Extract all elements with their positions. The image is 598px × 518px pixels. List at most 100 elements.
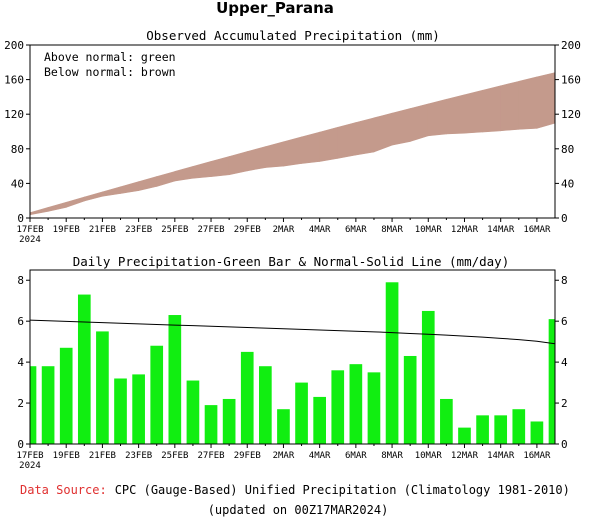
accumulated-area-segment [518,76,538,130]
daily-bar [440,398,453,444]
acc-xtick-label: 16MAR [523,225,551,235]
accumulated-area-segment [156,171,176,187]
acc-xtick-label: 12MAR [451,225,479,235]
daily-bar [186,380,200,444]
daily-bar [548,319,555,444]
acc-xtick-label: 23FEB [125,225,152,235]
daily-x-year: 2024 [19,461,41,471]
acc-ytick-right-label: 200 [561,39,581,52]
daily-bar [313,396,326,444]
daily-frame [29,269,556,445]
accumulated-area-segment [373,112,393,153]
daily-bar [240,351,254,444]
acc-ytick-right-label: 40 [561,177,574,190]
daily-ytick-left-label: 2 [17,397,24,410]
daily-xtick-label: 4MAR [309,451,331,461]
daily-normal-line [29,319,556,345]
accumulated-area-segment [192,161,212,179]
daily-ytick-left-label: 8 [17,274,24,287]
daily-bar [512,409,526,444]
daily-ytick-right-label: 6 [561,315,568,328]
daily-xtick-label: 14MAR [487,451,515,461]
acc-ytick-left-label: 160 [4,74,24,87]
daily-panel: Daily Precipitation-Green Bar & Normal-S… [16,254,568,471]
daily-bar [41,366,55,444]
accumulated-area-segment [464,89,483,134]
accumulated-right-ticks: 0 40 80 120 160 200 [555,39,581,225]
acc-xtick-label: 21FEB [89,225,116,235]
accumulated-area-segment [120,181,139,194]
acc-ytick-right-label: 120 [561,108,581,121]
daily-xtick-label: 25FEB [161,451,188,461]
daily-ytick-left-label: 4 [17,356,24,369]
accumulated-title: Observed Accumulated Precipitation (mm) [146,28,440,43]
acc-ytick-right-label: 160 [561,74,581,87]
acc-xtick-label: 27FEB [197,225,224,235]
daily-bar [458,427,471,444]
acc-ytick-right-label: 80 [561,143,574,156]
accumulated-area-segment [301,131,320,164]
daily-bar [259,366,272,444]
above-normal-note: Above normal: green [44,50,176,64]
daily-bar [530,421,544,444]
acc-xtick-label: 19FEB [53,225,80,235]
daily-bar [204,405,218,444]
accumulated-area-segment [84,191,103,202]
accumulated-area-segment [228,151,248,176]
accumulated-area-segment [319,126,339,162]
daily-bar [403,355,417,444]
accumulated-area-segment [500,80,520,132]
accumulated-area-segment [265,141,284,168]
acc-xtick-label: 2MAR [273,225,295,235]
daily-bar [59,347,73,444]
daily-bar [349,364,363,444]
accumulated-area-segment [29,207,49,216]
accumulated-area-segment [409,103,429,142]
acc-xtick-label: 29FEB [234,225,261,235]
daily-bar [30,366,37,444]
acc-xtick-label: 17FEB [16,225,43,235]
accumulated-area-segment [482,85,501,133]
daily-xtick-label: 10MAR [415,451,443,461]
daily-ytick-right-label: 2 [561,397,568,410]
accumulated-area-segment [65,196,85,208]
acc-xtick-label: 14MAR [487,225,515,235]
accumulated-area-segment [427,98,447,137]
accumulated-area-segment [391,108,411,146]
below-normal-note: Below normal: brown [44,65,176,79]
daily-right-ticks: 0 2 4 6 8 [555,274,568,451]
acc-ytick-right-label: 0 [561,212,568,225]
footer-updated: (updated on 00Z17MAR2024) [208,503,389,517]
daily-xtick-label: 2MAR [273,451,295,461]
acc-ytick-left-label: 0 [17,212,24,225]
daily-ytick-right-label: 0 [561,438,568,451]
acc-xtick-label: 6MAR [345,225,367,235]
accumulated-area-segment [536,72,556,129]
acc-ytick-left-label: 200 [4,39,24,52]
acc-ytick-left-label: 120 [4,108,24,121]
accumulated-left-ticks: 0 40 80 120 160 200 [4,39,30,225]
acc-x-year: 2024 [19,235,41,245]
daily-xtick-label: 21FEB [89,451,116,461]
daily-xtick-label: 29FEB [234,451,261,461]
daily-xtick-label: 6MAR [345,451,367,461]
acc-xtick-label: 25FEB [161,225,188,235]
accumulated-area-segment [283,136,302,167]
acc-xtick-label: 10MAR [415,225,443,235]
daily-bar [295,382,308,444]
accumulated-area-segment [246,146,266,172]
daily-bar [222,398,236,444]
daily-bar [385,282,399,444]
acc-ytick-left-label: 40 [11,177,24,190]
accumulated-frame [29,44,556,219]
accumulated-area-segment [47,201,67,212]
daily-bar [77,294,91,444]
daily-xtick-label: 19FEB [53,451,80,461]
accumulated-area-segment [446,94,465,135]
daily-bars-layer [30,282,555,444]
daily-bar [421,310,435,444]
acc-ytick-left-label: 80 [11,143,24,156]
daily-bar [367,372,381,444]
footer-source: Data Source: CPC (Gauge-Based) Unified Pr… [20,483,570,497]
